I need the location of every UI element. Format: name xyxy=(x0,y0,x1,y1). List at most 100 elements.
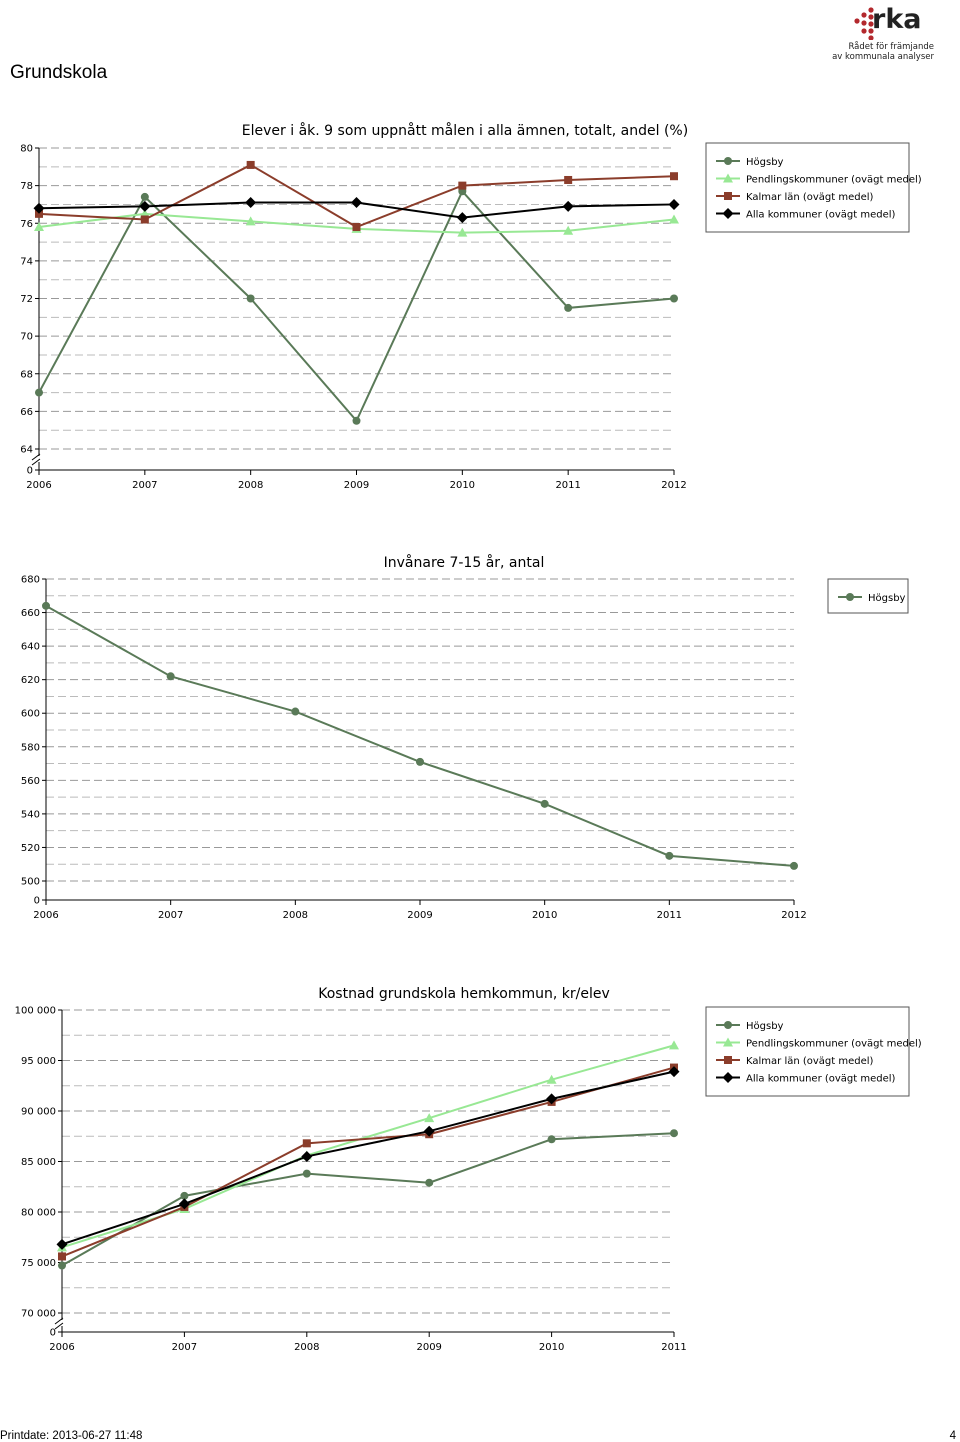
y-tick-label: 72 xyxy=(20,294,33,305)
legend-box xyxy=(705,1006,910,1097)
x-tick-label: 2010 xyxy=(532,910,557,921)
data-point xyxy=(456,212,468,224)
legend-marker xyxy=(722,208,734,219)
data-point xyxy=(58,1261,66,1270)
data-point xyxy=(563,225,574,235)
chart-kostnad-grundskola: Kostnad grundskola hemkommun, kr/elev 100… xyxy=(15,986,922,1353)
y-zero-label: 0 xyxy=(50,1328,56,1339)
data-point xyxy=(58,1252,66,1261)
x-tick-label: 2006 xyxy=(26,480,51,491)
logo-tagline-1: Rådet för främjande xyxy=(848,42,934,52)
legend-item: Högsby xyxy=(716,1021,784,1032)
data-point xyxy=(424,1113,435,1123)
axis-break-gap xyxy=(31,456,47,462)
x-tick-label: 2007 xyxy=(158,910,183,921)
legend-label: Pendlingskommuner (ovägt medel) xyxy=(746,175,922,186)
chart-title: Invånare 7-15 år, antal xyxy=(384,554,545,571)
x-tick-label: 2012 xyxy=(781,910,806,921)
data-point xyxy=(546,1093,558,1105)
data-point xyxy=(352,416,361,425)
x-tick-label: 2009 xyxy=(344,480,369,491)
y-tick-label: 64 xyxy=(20,445,33,456)
data-point xyxy=(245,216,256,226)
y-tick-label: 78 xyxy=(20,181,33,192)
x-tick-label: 2009 xyxy=(416,1342,441,1353)
legend-marker xyxy=(723,173,733,183)
axis-break-mark xyxy=(31,458,41,466)
chart-title: Elever i åk. 9 som uppnått målen i alla … xyxy=(242,122,688,139)
data-point xyxy=(33,202,45,214)
series-h-gsby xyxy=(58,1129,678,1270)
x-tick-label: 2007 xyxy=(172,1342,197,1353)
data-point xyxy=(540,799,549,808)
chart-title: Kostnad grundskola hemkommun, kr/elev xyxy=(318,986,609,1002)
data-point xyxy=(180,1191,189,1200)
data-point xyxy=(668,1066,680,1078)
data-point xyxy=(669,214,679,224)
series-alla-kommuner-ov-gt-medel xyxy=(33,197,680,224)
axis-break-gap xyxy=(54,1320,70,1326)
legend-item: Högsby xyxy=(716,157,784,168)
legend: Högsby Pendlingskommuner (ovägt medel) Kal… xyxy=(705,142,922,233)
x-tick-label: 2011 xyxy=(555,480,580,491)
data-point xyxy=(546,1074,557,1084)
data-point xyxy=(351,197,362,209)
chart-invanare-7-15: Invånare 7-15 år, antal 680 660 640 620 600 58… xyxy=(21,554,909,921)
legend: Högsby Pendlingskommuner (ovägt medel) Kal… xyxy=(705,1006,922,1097)
x-tick-label: 2011 xyxy=(657,910,682,921)
data-point xyxy=(665,851,674,860)
x-tick-label: 2009 xyxy=(407,910,432,921)
legend-item: Högsby xyxy=(838,593,906,604)
data-point xyxy=(301,1150,313,1162)
series-line xyxy=(45,604,795,867)
legend-marker xyxy=(722,1072,734,1083)
data-point xyxy=(669,1040,679,1050)
y-tick-label: 640 xyxy=(21,642,40,653)
series-kalmar-l-n-ov-gt-medel xyxy=(35,160,678,232)
y-tick-label: 70 000 xyxy=(21,1309,56,1320)
logo-wordmark: rka xyxy=(872,4,922,35)
data-point xyxy=(178,1198,190,1210)
series-line xyxy=(61,1066,675,1258)
y-tick-label: 68 xyxy=(20,369,33,380)
y-zero-label: 0 xyxy=(34,896,40,907)
data-point xyxy=(246,160,255,169)
data-point xyxy=(140,215,149,224)
legend-label: Högsby xyxy=(746,1021,784,1032)
data-point xyxy=(547,1135,556,1144)
series-line xyxy=(61,1132,675,1267)
series-line xyxy=(61,1044,675,1249)
y-tick-label: 660 xyxy=(21,608,40,619)
legend-box xyxy=(705,142,910,233)
data-point xyxy=(562,200,574,212)
data-point xyxy=(564,175,573,184)
data-point xyxy=(302,1169,311,1178)
x-tick-label: 2008 xyxy=(294,1342,319,1353)
data-point xyxy=(140,192,149,201)
data-point xyxy=(564,303,573,312)
data-point xyxy=(416,757,424,766)
y-tick-label: 580 xyxy=(21,742,40,753)
data-point xyxy=(425,1178,434,1187)
y-tick-label: 500 xyxy=(21,877,40,888)
page-title: Grundskola xyxy=(10,62,108,83)
data-point xyxy=(35,209,43,218)
axis-break-mark xyxy=(31,453,41,461)
printdate: Printdate: 2013-06-27 11:48 xyxy=(0,1430,143,1442)
series-line xyxy=(61,1070,675,1246)
page-number: 4 xyxy=(949,1430,956,1442)
x-tick-label: 2006 xyxy=(49,1342,74,1353)
legend-marker xyxy=(723,1037,733,1047)
y-tick-label: 85 000 xyxy=(21,1157,56,1168)
y-zero-label: 0 xyxy=(27,466,33,477)
legend-label: Pendlingskommuner (ovägt medel) xyxy=(746,1039,922,1050)
legend-marker xyxy=(846,593,854,601)
legend-label: Kalmar län (ovägt medel) xyxy=(746,192,874,203)
axis-break-mark xyxy=(54,1317,64,1325)
rka-logo: rka Rådet för främjande av kommunala ana… xyxy=(832,4,942,62)
legend-marker xyxy=(724,1056,732,1064)
data-point xyxy=(245,197,257,209)
legend-marker xyxy=(724,192,732,200)
y-tick-label: 560 xyxy=(21,776,40,787)
y-tick-label: 100 000 xyxy=(15,1006,56,1017)
